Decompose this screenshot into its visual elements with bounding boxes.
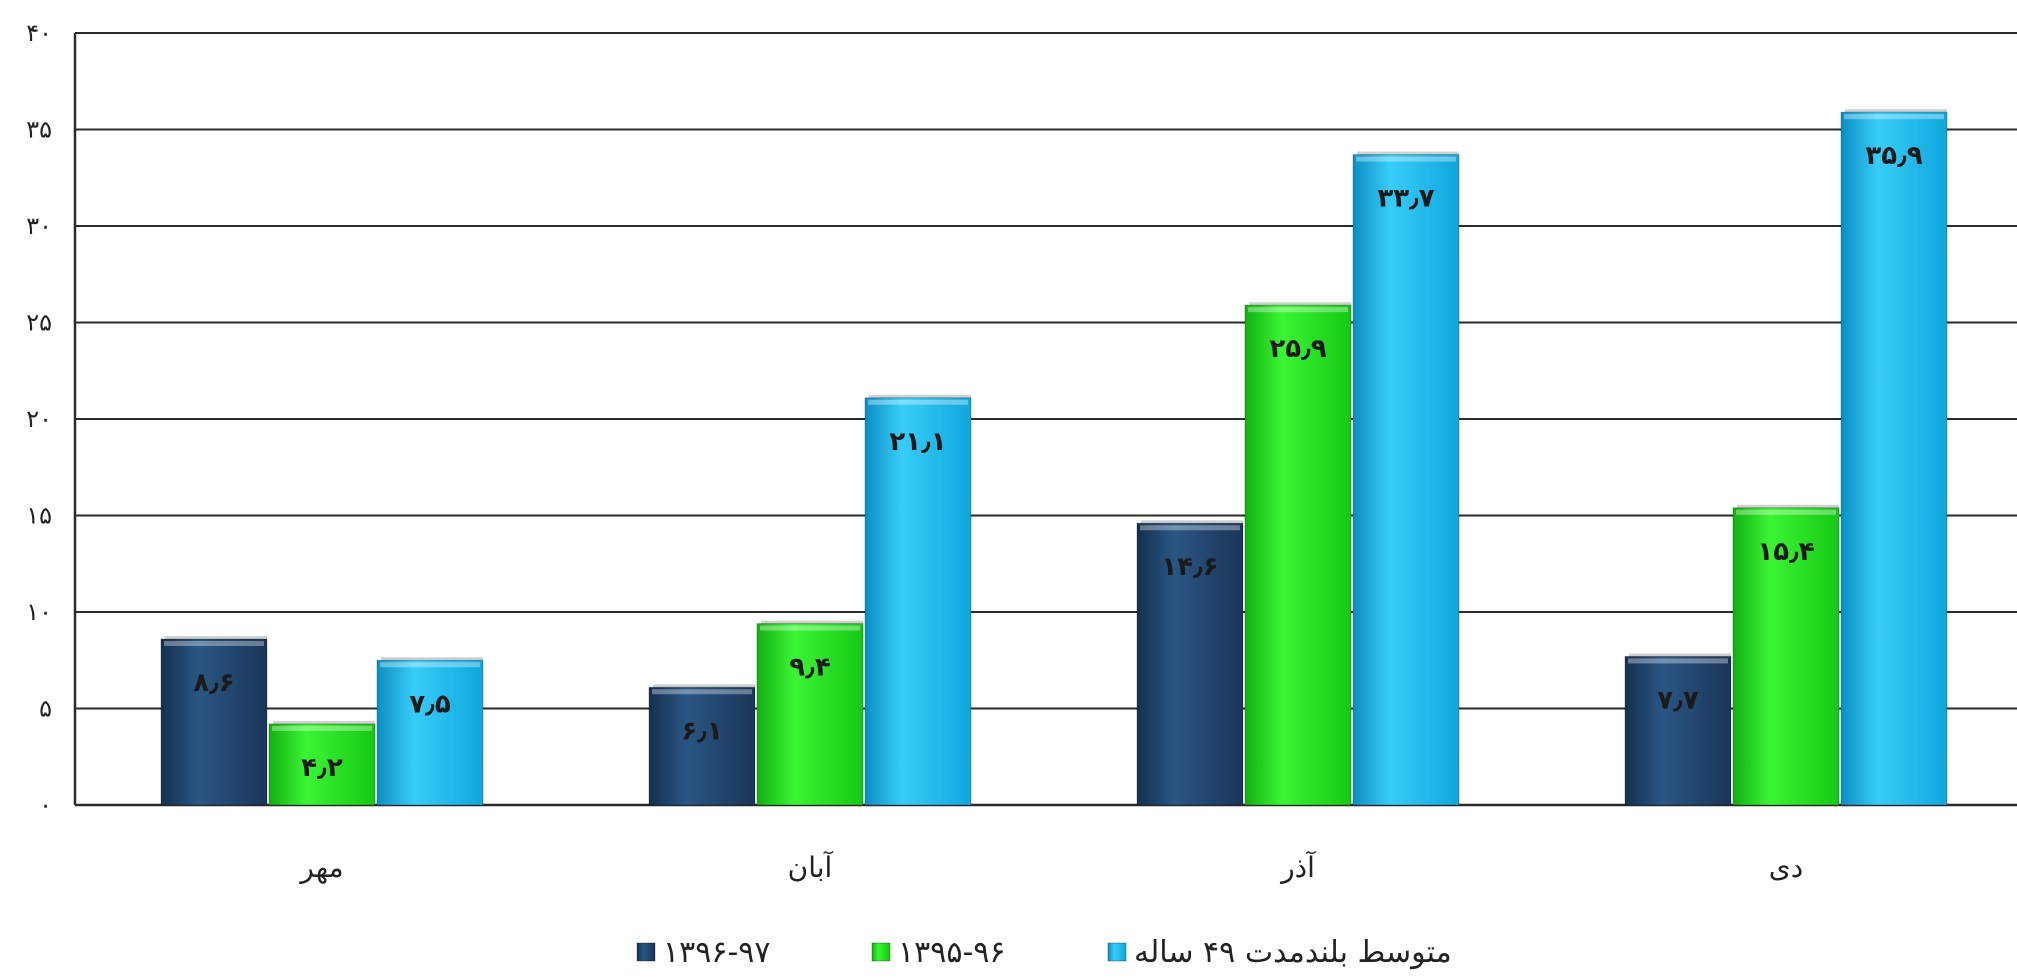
legend-swatch	[1107, 942, 1127, 962]
data-label: ۷٫۷	[1657, 685, 1699, 715]
bar-highlight	[1844, 114, 1944, 120]
y-tick-label: ۴۰	[26, 19, 52, 47]
y-tick-label: ۱۵	[26, 502, 52, 530]
legend-label: ۱۳۹۶-۹۷	[663, 935, 771, 970]
bar	[1352, 154, 1460, 806]
legend-swatch	[871, 942, 891, 962]
legend-label: متوسط بلندمدت ۴۹ ساله	[1134, 935, 1452, 970]
bar-highlight	[1628, 658, 1728, 664]
bar	[1624, 655, 1732, 806]
data-label: ۴٫۲	[301, 753, 343, 783]
bar-highlight	[1356, 156, 1456, 162]
data-label: ۲۵٫۹	[1269, 334, 1326, 364]
bar-highlight	[272, 725, 372, 731]
bar	[376, 659, 484, 806]
bar	[1136, 522, 1244, 806]
category-labels: مهر آبان آذر دی	[298, 851, 1803, 884]
bar	[1244, 304, 1352, 806]
bar	[864, 397, 972, 806]
bar-highlight	[1736, 509, 1836, 515]
data-label: ۹٫۴	[789, 653, 830, 683]
data-label: ۳۵٫۹	[1865, 141, 1922, 171]
bar	[268, 723, 376, 806]
legend-swatch	[636, 942, 656, 962]
bar	[756, 623, 864, 806]
bar	[160, 638, 268, 806]
data-label: ۸٫۶	[193, 668, 234, 698]
y-axis-tick-labels: ۰ ۵ ۱۰ ۱۵ ۲۰ ۲۵ ۳۰ ۳۵ ۴۰	[26, 19, 52, 819]
data-label: ۱۴٫۶	[1161, 552, 1218, 582]
data-label: ۶٫۱	[681, 716, 722, 746]
bar-highlight	[760, 625, 860, 631]
y-tick-label: ۵	[39, 695, 52, 723]
legend: ۱۳۹۶-۹۷ ۱۳۹۵-۹۶ متوسط بلندمدت ۴۹ ساله	[636, 935, 1452, 970]
bar-highlight	[868, 399, 968, 405]
bar-highlight	[1140, 525, 1240, 531]
category-label: آذر	[1279, 851, 1316, 884]
bar	[648, 686, 756, 806]
bars	[160, 109, 1948, 806]
data-label: ۲۱٫۱	[889, 427, 946, 457]
data-labels: ۸٫۶ ۴٫۲ ۷٫۵ ۶٫۱ ۹٫۴ ۲۱٫۱ ۱۴٫۶ ۲۵٫۹ ۳۳٫۷ ۷٫۷ ۱۵٫۴ ۳۵…	[193, 141, 1923, 783]
category-label: مهر	[298, 851, 343, 884]
data-label: ۱۵٫۴	[1757, 537, 1814, 567]
bar-highlight	[164, 641, 264, 647]
y-tick-label: ۳۵	[26, 116, 52, 144]
category-label: آبان	[788, 851, 834, 884]
category-label: دی	[1769, 851, 1803, 884]
bar	[1732, 507, 1840, 806]
y-tick-label: ۰	[39, 791, 52, 819]
y-tick-label: ۳۰	[26, 212, 52, 240]
data-label: ۷٫۵	[409, 689, 451, 719]
y-tick-label: ۱۰	[26, 598, 52, 626]
bar-highlight	[380, 662, 480, 668]
bar	[1840, 111, 1948, 806]
y-tick-label: ۲۰	[26, 405, 52, 433]
y-tick-label: ۲۵	[26, 309, 52, 337]
data-label: ۳۳٫۷	[1377, 184, 1434, 214]
bar-highlight	[652, 689, 752, 695]
bar-highlight	[1248, 307, 1348, 313]
legend-label: ۱۳۹۵-۹۶	[898, 935, 1006, 970]
